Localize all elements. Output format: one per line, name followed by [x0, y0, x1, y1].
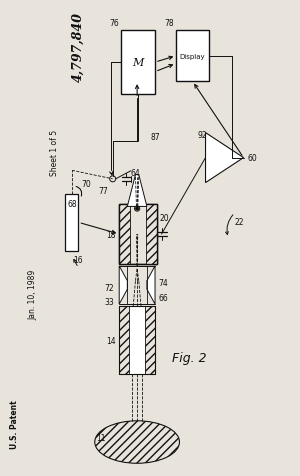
- Bar: [176, 31, 209, 82]
- Text: 78: 78: [165, 19, 174, 28]
- Text: 68: 68: [68, 199, 77, 208]
- Text: M: M: [132, 58, 144, 68]
- Text: 72: 72: [105, 283, 114, 292]
- Text: 20: 20: [160, 213, 169, 222]
- Text: 14: 14: [106, 336, 116, 345]
- Bar: [119, 205, 130, 264]
- Bar: [119, 205, 157, 264]
- Polygon shape: [147, 266, 155, 305]
- Text: 66: 66: [158, 294, 168, 303]
- Text: 33: 33: [105, 298, 114, 307]
- Text: 22: 22: [235, 218, 244, 226]
- Text: Fig. 2: Fig. 2: [172, 351, 207, 364]
- Bar: [119, 307, 129, 374]
- Bar: [146, 205, 157, 264]
- Text: 92: 92: [197, 130, 207, 139]
- Text: Sheet 1 of 5: Sheet 1 of 5: [50, 130, 59, 176]
- Polygon shape: [206, 133, 244, 183]
- Polygon shape: [127, 175, 147, 207]
- Text: 11: 11: [97, 433, 106, 442]
- Text: 87: 87: [150, 133, 160, 141]
- Text: 16: 16: [74, 256, 83, 265]
- Text: Jan. 10, 1989: Jan. 10, 1989: [28, 269, 37, 319]
- Text: 64: 64: [130, 169, 140, 178]
- Text: 60: 60: [248, 154, 257, 163]
- Text: 4,797,840: 4,797,840: [72, 12, 85, 82]
- Text: 74: 74: [158, 279, 168, 288]
- Bar: [129, 307, 145, 374]
- Bar: [145, 307, 155, 374]
- Bar: [119, 205, 157, 264]
- Text: 76: 76: [109, 19, 119, 28]
- Text: U.S. Patent: U.S. Patent: [10, 399, 19, 448]
- Text: Display: Display: [180, 54, 205, 60]
- Polygon shape: [119, 266, 127, 305]
- Text: 18: 18: [106, 230, 116, 239]
- Circle shape: [136, 208, 138, 210]
- Bar: [119, 307, 155, 374]
- Text: 77: 77: [98, 187, 108, 196]
- Bar: [121, 31, 155, 95]
- Bar: [65, 194, 79, 251]
- Text: 70: 70: [82, 180, 91, 189]
- Bar: [130, 205, 146, 264]
